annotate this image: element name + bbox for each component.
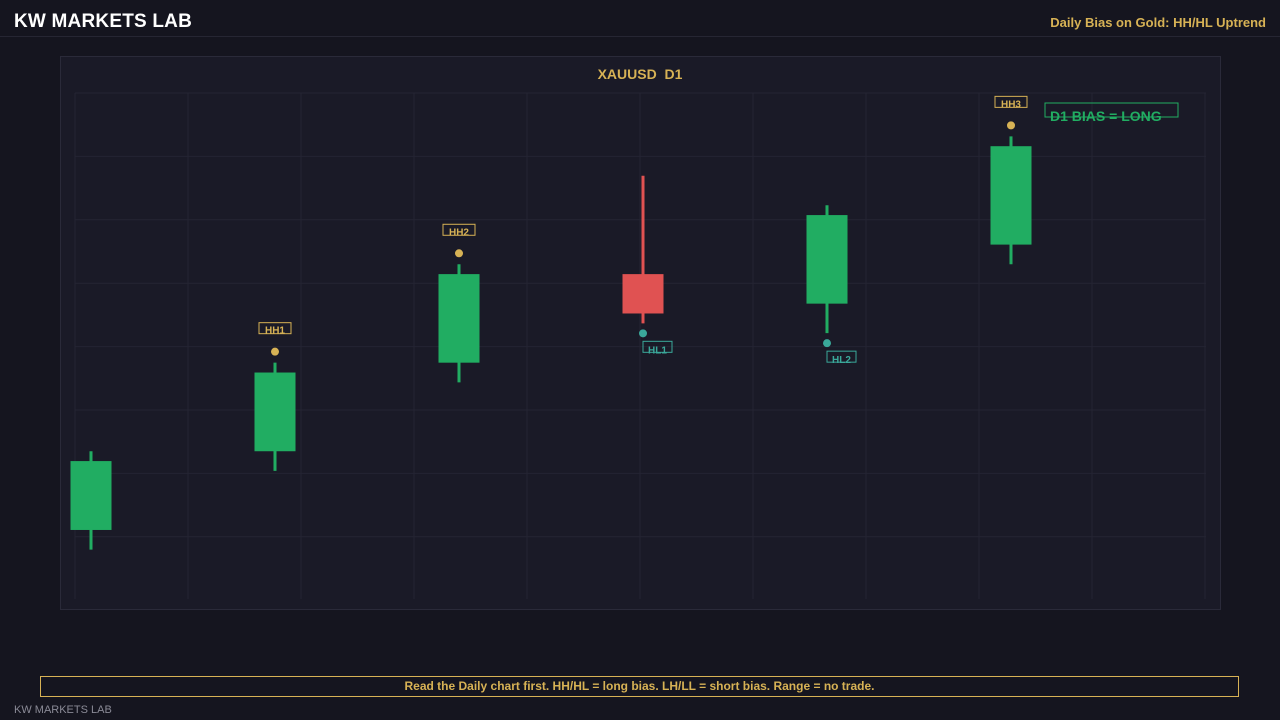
swing-high-dot xyxy=(271,347,279,356)
candle-body xyxy=(622,274,664,314)
swing-low-dot xyxy=(823,339,831,348)
header-note: Daily Bias on Gold: HH/HL Uptrend xyxy=(1050,15,1266,30)
swing-label: HL2 xyxy=(832,355,851,366)
swing-label: HH3 xyxy=(1001,99,1021,110)
brand-title: KW MARKETS LAB xyxy=(14,11,193,32)
candle xyxy=(438,264,480,383)
grid xyxy=(74,92,1206,599)
swing-marker: HL1 xyxy=(639,329,673,356)
swing-label-box xyxy=(442,223,476,236)
candles xyxy=(70,136,1032,550)
swing-label-box xyxy=(258,322,292,335)
swing-high-dot xyxy=(455,249,463,258)
candlestick-chart: XAUUSD D1 HH1 HH2 HL1 HL2 HH3 D1 BIAS = LONG xyxy=(70,66,1206,599)
swing-label: HH2 xyxy=(449,227,469,238)
chart-title: XAUUSD D1 xyxy=(598,66,683,82)
candle-body xyxy=(254,372,296,452)
swing-label: HH1 xyxy=(265,326,285,337)
candle xyxy=(254,362,296,471)
swing-label-box xyxy=(642,340,673,353)
swing-markers: HH1 HH2 HL1 HL2 HH3 xyxy=(258,95,1028,366)
candle xyxy=(622,175,664,324)
bias-annotation-text: D1 BIAS = LONG xyxy=(1050,108,1162,124)
candle xyxy=(70,451,112,550)
swing-marker: HH1 xyxy=(258,322,292,356)
candle-body xyxy=(990,146,1032,245)
candle-body xyxy=(806,215,848,304)
swing-label-box xyxy=(826,350,857,363)
candle xyxy=(806,205,848,334)
bias-annotation: D1 BIAS = LONG xyxy=(1044,102,1179,124)
swing-marker: HH3 xyxy=(994,95,1028,130)
swing-high-dot xyxy=(1007,121,1015,130)
candle-body xyxy=(70,461,112,530)
swing-label-box xyxy=(994,95,1028,108)
footer-brand: KW MARKETS LAB xyxy=(14,704,112,716)
header: KW MARKETS LAB Daily Bias on Gold: HH/HL… xyxy=(0,0,1280,37)
swing-label: HL1 xyxy=(648,345,667,356)
chart-panel: XAUUSD D1 HH1 HH2 HL1 HL2 HH3 D1 BIAS = LONG xyxy=(60,56,1221,610)
swing-marker: HH2 xyxy=(442,223,476,258)
swing-low-dot xyxy=(639,329,647,338)
footer-message: Read the Daily chart first. HH/HL = long… xyxy=(40,676,1239,697)
candle xyxy=(990,136,1032,265)
swing-marker: HL2 xyxy=(823,339,857,366)
candle-body xyxy=(438,274,480,363)
